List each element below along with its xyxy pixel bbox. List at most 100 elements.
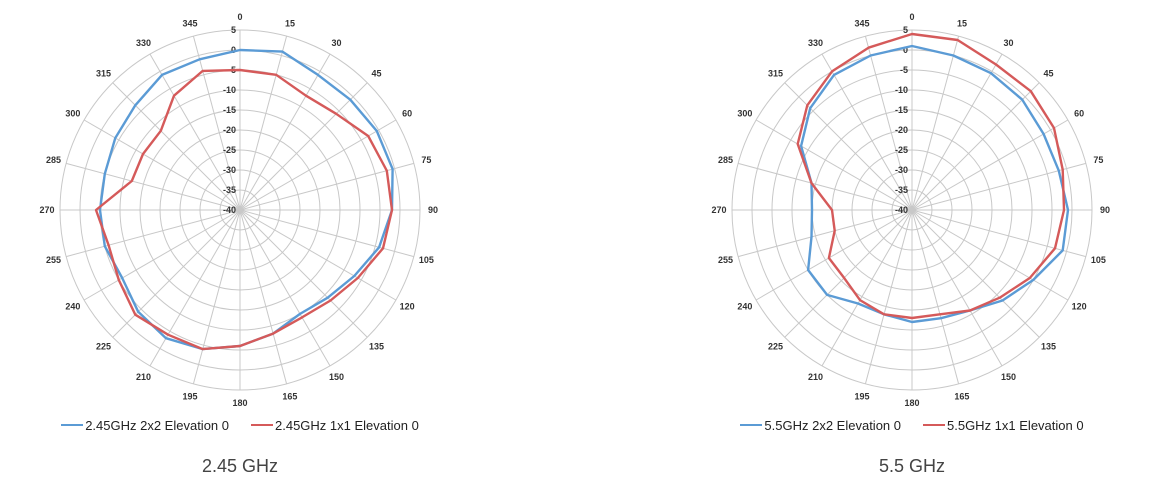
- chart-caption: 5.5 GHz: [878, 456, 946, 476]
- legend-label: 2.45GHz 1x1 Elevation 0: [275, 417, 419, 433]
- grid-spoke: [911, 119, 1069, 211]
- radial-tick-label: -10: [223, 85, 236, 95]
- radial-tick-label: -15: [223, 105, 236, 115]
- angle-tick-label: 330: [136, 38, 151, 48]
- legend-item-1x1: 2.45GHz 1x1 Elevation 0: [251, 415, 419, 435]
- grid-spoke: [112, 209, 241, 338]
- grid-spoke: [239, 36, 288, 211]
- angle-tick-label: 210: [808, 372, 823, 382]
- angle-tick-label: 15: [285, 19, 295, 29]
- grid-spoke: [83, 209, 241, 301]
- grid-spoke: [239, 209, 331, 367]
- grid-spoke: [239, 209, 288, 384]
- legend-swatch-blue: [61, 424, 84, 426]
- angle-tick-label: 165: [282, 391, 297, 401]
- grid-spoke: [239, 209, 368, 338]
- angle-tick-label: 300: [65, 109, 80, 119]
- grid-spoke: [911, 162, 1086, 211]
- radial-tick-label: 5: [231, 25, 236, 35]
- angle-tick-label: 15: [957, 19, 967, 29]
- angle-tick-label: 210: [136, 372, 151, 382]
- legend-swatch-red: [251, 424, 273, 426]
- legend-label: 5.5GHz 2x2 Elevation 0: [764, 417, 901, 433]
- grid-spoke: [755, 209, 913, 301]
- grid-spoke: [66, 162, 241, 211]
- radial-tick-label: -30: [223, 165, 236, 175]
- angle-tick-label: 150: [1001, 372, 1016, 382]
- angle-tick-label: 90: [1100, 205, 1110, 215]
- radial-tick-label: -15: [895, 105, 908, 115]
- legend: 2.45GHz 2x2 Elevation 0 2.45GHz 1x1 Elev…: [0, 415, 480, 435]
- angle-tick-label: 180: [904, 398, 919, 408]
- angle-tick-label: 0: [237, 12, 242, 22]
- angle-tick-label: 75: [1093, 155, 1103, 165]
- radial-tick-label: -35: [223, 185, 236, 195]
- angle-tick-label: 300: [737, 109, 752, 119]
- legend-item-2x2: 5.5GHz 2x2 Elevation 0: [740, 415, 901, 435]
- angle-tick-label: 105: [419, 255, 434, 265]
- radial-tick-label: 5: [903, 25, 908, 35]
- series-line-2x2: [799, 44, 1070, 324]
- grid-spoke: [66, 209, 241, 258]
- grid-spoke: [864, 36, 913, 211]
- radial-tick-label: 0: [231, 45, 236, 55]
- angle-tick-label: 30: [1003, 38, 1013, 48]
- grid-spoke: [239, 162, 414, 211]
- legend-swatch-blue: [740, 424, 763, 426]
- angle-tick-label: 315: [96, 69, 111, 79]
- grid-spoke: [784, 209, 913, 338]
- grid-spoke: [239, 82, 368, 211]
- angle-tick-label: 195: [183, 391, 198, 401]
- radial-tick-label: -5: [900, 65, 908, 75]
- radial-tick-label: -40: [223, 205, 236, 215]
- radial-tick-label: -25: [895, 145, 908, 155]
- angle-tick-label: 345: [855, 19, 870, 29]
- angle-tick-label: 285: [46, 155, 61, 165]
- grid-spoke: [911, 209, 1086, 258]
- radial-tick-label: -25: [223, 145, 236, 155]
- grid-spoke: [192, 209, 241, 384]
- angle-tick-label: 150: [329, 372, 344, 382]
- grid-spoke: [83, 119, 241, 211]
- legend-label: 5.5GHz 1x1 Elevation 0: [947, 417, 1084, 433]
- radial-tick-label: -40: [895, 205, 908, 215]
- angle-tick-label: 225: [96, 341, 111, 351]
- angle-tick-label: 135: [369, 341, 384, 351]
- angle-tick-label: 90: [428, 205, 438, 215]
- chart-panel-5-5ghz: 5 0 -5 -10 -15 -20 -25 -30 -35 -40 0 15 30 45 60 75 90 10…: [672, 0, 1152, 499]
- grid-spoke: [911, 82, 1040, 211]
- grid-spoke: [738, 209, 913, 258]
- grid-spoke: [239, 209, 414, 258]
- polar-chart-5-5ghz: 50-5-10-15-20-25-30-35-40015304560759010…: [711, 12, 1110, 408]
- grid-spoke: [239, 53, 331, 211]
- grid-spoke: [112, 82, 241, 211]
- angle-tick-label: 45: [1043, 69, 1053, 79]
- angle-tick-label: 240: [737, 302, 752, 312]
- angle-tick-label: 120: [400, 302, 415, 312]
- angle-tick-label: 120: [1072, 302, 1087, 312]
- radial-tick-label: 0: [903, 45, 908, 55]
- grid-spoke: [864, 209, 913, 384]
- grid-spoke: [911, 36, 960, 211]
- angle-tick-label: 105: [1091, 255, 1106, 265]
- angle-tick-label: 270: [39, 205, 54, 215]
- angle-tick-label: 330: [808, 38, 823, 48]
- angle-tick-label: 135: [1041, 341, 1056, 351]
- angle-tick-label: 0: [909, 12, 914, 22]
- angle-tick-label: 75: [421, 155, 431, 165]
- grid-spoke: [911, 209, 1040, 338]
- radial-tick-label: -30: [895, 165, 908, 175]
- angle-tick-label: 255: [46, 255, 61, 265]
- radial-tick-label: -10: [895, 85, 908, 95]
- grid-spoke: [239, 119, 397, 211]
- radial-tick-label: -20: [895, 125, 908, 135]
- angle-tick-label: 240: [65, 302, 80, 312]
- angle-tick-label: 270: [711, 205, 726, 215]
- chart-panel-2-45ghz: 5 0 -5 -10 -15 -20 -25 -30 -35 -40 0 15 30 45 60 75 90 10…: [0, 0, 480, 499]
- grid-spoke: [911, 209, 960, 384]
- grid-spoke: [239, 209, 397, 301]
- legend-swatch-red: [923, 424, 945, 426]
- angle-tick-label: 165: [954, 391, 969, 401]
- angle-tick-label: 180: [232, 398, 247, 408]
- angle-tick-label: 30: [331, 38, 341, 48]
